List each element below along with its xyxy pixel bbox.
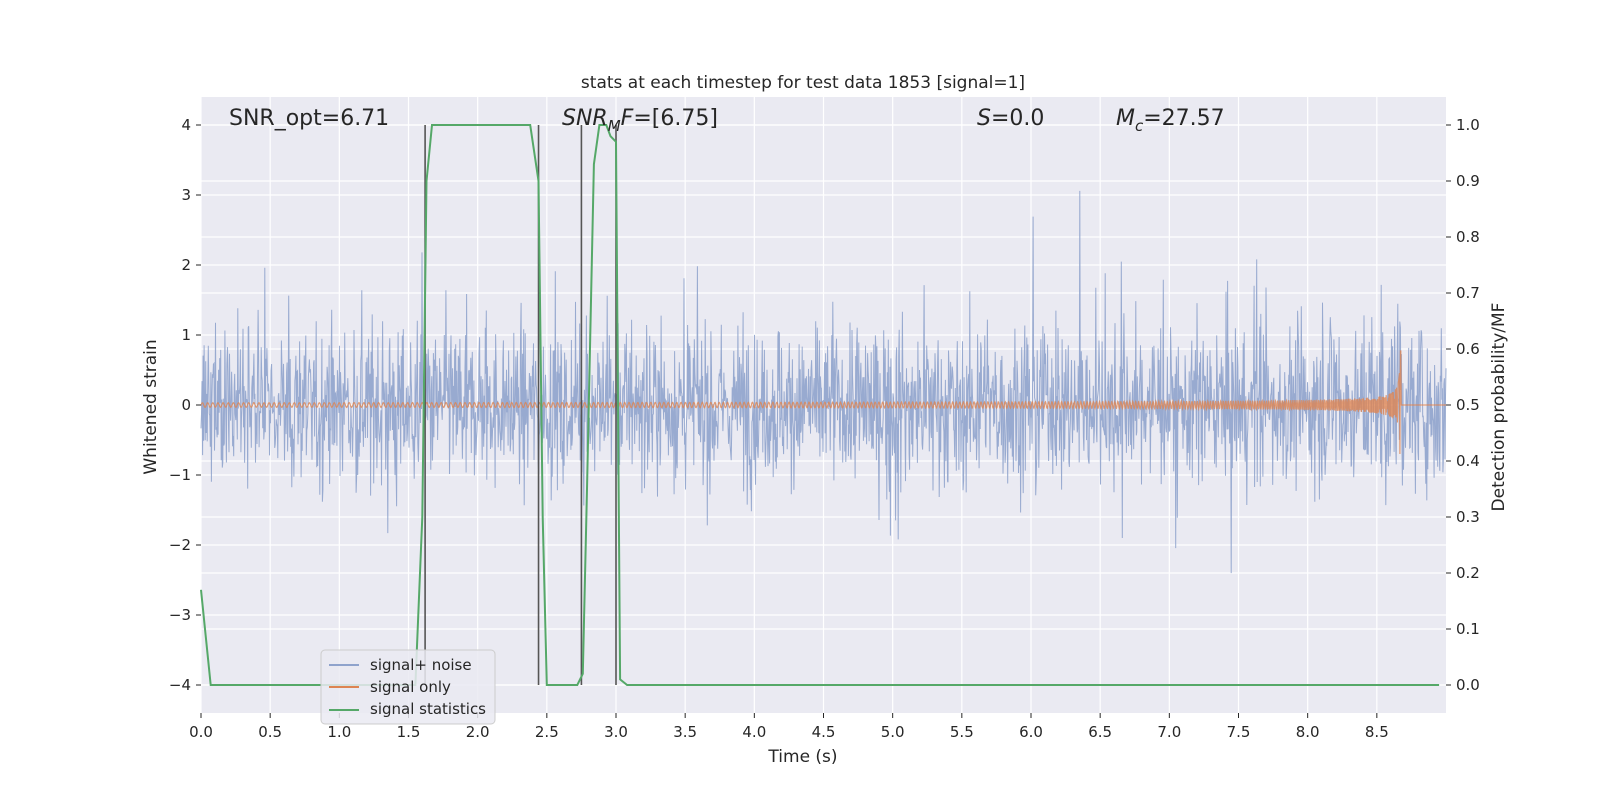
left-y-tick-label: −3 bbox=[169, 606, 191, 624]
annotation-mc-var: M bbox=[1116, 106, 1135, 131]
x-tick-label: 0.5 bbox=[258, 723, 282, 741]
legend-label-stats: signal statistics bbox=[370, 700, 486, 718]
annotation-mc-value: =27.57 bbox=[1143, 106, 1224, 131]
annotation-snr-mf-subscript: M bbox=[608, 117, 621, 135]
left-y-tick-label: −2 bbox=[169, 536, 191, 554]
left-y-tick-label: 0 bbox=[181, 396, 191, 414]
x-axis-ticks: 0.0 0.5 1.0 1.5 2.0 2.5 3.0 3.5 4.0 4.5 5.0 5.5 6.0 6… bbox=[189, 713, 1389, 741]
annotation-s: S=0.0 bbox=[977, 106, 1044, 131]
x-axis-label: Time (s) bbox=[767, 747, 837, 767]
annotation-s-value: =0.0 bbox=[991, 106, 1044, 131]
x-tick-label: 5.0 bbox=[881, 723, 905, 741]
x-tick-label: 7.0 bbox=[1157, 723, 1181, 741]
right-y-tick-label: 1.0 bbox=[1456, 116, 1480, 134]
right-y-tick-label: 0.0 bbox=[1456, 676, 1480, 694]
x-tick-label: 5.5 bbox=[950, 723, 974, 741]
x-tick-label: 7.5 bbox=[1227, 723, 1251, 741]
right-y-tick-label: 0.5 bbox=[1456, 396, 1480, 414]
legend-label-signal: signal only bbox=[370, 678, 451, 696]
right-y-tick-label: 0.9 bbox=[1456, 172, 1480, 190]
right-y-tick-label: 0.4 bbox=[1456, 452, 1480, 470]
x-tick-label: 6.5 bbox=[1088, 723, 1112, 741]
annotation-mc: Mc=27.57 bbox=[1116, 106, 1225, 135]
right-y-tick-label: 0.1 bbox=[1456, 620, 1480, 638]
annotation-snr-mf: SNRMF=[6.75] bbox=[562, 106, 718, 135]
left-y-axis-label: Whitened strain bbox=[141, 339, 161, 474]
x-tick-label: 2.0 bbox=[466, 723, 490, 741]
x-tick-label: 3.0 bbox=[604, 723, 628, 741]
left-y-tick-label: −1 bbox=[169, 466, 191, 484]
right-y-axis-ticks: 0.0 0.1 0.2 0.3 0.4 0.5 0.6 0.7 0.8 0.9 1.0 bbox=[1446, 116, 1480, 694]
x-tick-label: 1.5 bbox=[397, 723, 421, 741]
annotation-mc-subscript: c bbox=[1135, 117, 1144, 135]
left-y-axis-ticks: −4 −3 −2 −1 0 1 2 3 4 bbox=[169, 116, 201, 694]
chart-title: stats at each timestep for test data 185… bbox=[581, 73, 1025, 93]
x-tick-label: 4.5 bbox=[812, 723, 836, 741]
annotation-s-var: S bbox=[977, 106, 991, 131]
x-tick-label: 8.5 bbox=[1365, 723, 1389, 741]
signal-only-series bbox=[200, 350, 1446, 455]
right-y-tick-label: 0.7 bbox=[1456, 284, 1480, 302]
legend-box bbox=[320, 649, 496, 725]
x-tick-label: 0.0 bbox=[189, 723, 213, 741]
x-tick-label: 6.0 bbox=[1019, 723, 1043, 741]
annotation-snr-opt: SNR_opt=6.71 bbox=[229, 106, 389, 131]
legend: signal+ noise signal only signal statist… bbox=[320, 649, 496, 725]
right-y-tick-label: 0.3 bbox=[1456, 508, 1480, 526]
x-tick-label: 3.5 bbox=[673, 723, 697, 741]
left-y-tick-label: 4 bbox=[181, 116, 191, 134]
signal-statistics-line bbox=[200, 124, 1440, 686]
left-y-tick-label: 1 bbox=[181, 326, 191, 344]
left-y-tick-label: −4 bbox=[169, 676, 191, 694]
right-y-axis-label: Detection probability/MF bbox=[1489, 303, 1509, 512]
legend-label-noise: signal+ noise bbox=[370, 656, 472, 674]
left-y-tick-label: 3 bbox=[181, 186, 191, 204]
x-tick-label: 1.0 bbox=[327, 723, 351, 741]
annotation-snr-mf-value: =[6.75] bbox=[633, 106, 718, 131]
right-y-tick-label: 0.2 bbox=[1456, 564, 1480, 582]
annotation-snr-mf-rest-letter: F bbox=[621, 106, 634, 131]
left-y-tick-label: 2 bbox=[181, 256, 191, 274]
signal-only-line bbox=[200, 350, 1446, 455]
x-tick-label: 2.5 bbox=[535, 723, 559, 741]
right-y-tick-label: 0.8 bbox=[1456, 228, 1480, 246]
x-tick-label: 8.0 bbox=[1296, 723, 1320, 741]
right-y-tick-label: 0.6 bbox=[1456, 340, 1480, 358]
x-tick-label: 4.0 bbox=[742, 723, 766, 741]
annotation-snr-mf-main: SNR bbox=[562, 106, 608, 131]
signal-statistics-series bbox=[200, 124, 1440, 686]
